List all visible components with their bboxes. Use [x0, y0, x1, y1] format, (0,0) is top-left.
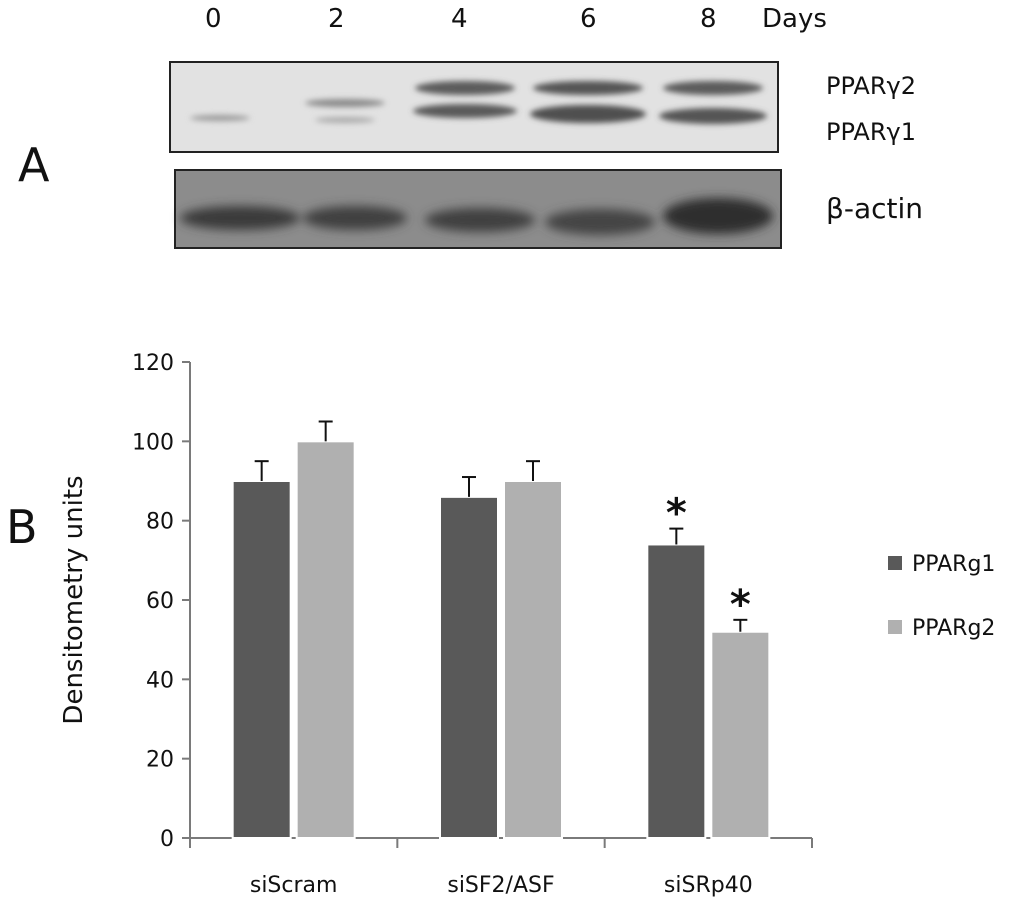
band-label-ppar-g2: PPARγ2	[826, 72, 916, 100]
panel-b-letter: B	[6, 500, 38, 554]
bar-pparg2-2	[710, 630, 771, 839]
x-category-label: siSF2/ASF	[447, 873, 554, 898]
y-tick-label: 40	[146, 668, 174, 693]
legend-swatch-pparg2	[888, 620, 902, 634]
band-actin-day6	[545, 209, 655, 235]
band-actin-day4	[425, 208, 535, 232]
bar-pparg2-0	[295, 440, 356, 839]
y-tick-label: 120	[132, 351, 174, 376]
x-category-label: siScram	[250, 873, 338, 898]
band-ppar-g1-day0	[190, 115, 250, 121]
legend-swatch-pparg1	[888, 556, 902, 570]
band-ppar-g1-day8	[659, 108, 767, 124]
day-label-8: 8	[700, 4, 717, 34]
significance-marker: *	[730, 582, 751, 628]
band-ppar-g1-day6	[530, 105, 646, 123]
days-label: Days	[762, 4, 827, 34]
legend-label-pparg1: PPARg1	[912, 552, 995, 577]
band-ppar-g2-day8	[663, 81, 763, 95]
x-category-label: siSRp40	[664, 873, 753, 898]
band-ppar-g2-day4	[415, 81, 515, 95]
band-ppar-g2-day6	[533, 81, 643, 95]
day-label-0: 0	[205, 4, 222, 34]
bar-pparg2-1	[503, 480, 563, 839]
band-ppar-g2-day2	[305, 99, 385, 107]
band-label-ppar-g1: PPARγ1	[826, 118, 916, 146]
legend-label-pparg2: PPARg2	[912, 616, 995, 641]
actin-blot	[174, 169, 782, 249]
bar-pparg1-1	[439, 495, 499, 839]
y-tick-label: 100	[132, 430, 174, 455]
y-tick-label: 60	[146, 589, 174, 614]
bar-pparg1-0	[231, 480, 292, 839]
panel-a-letter: A	[18, 138, 50, 192]
band-actin-day0	[180, 206, 300, 230]
day-label-4: 4	[451, 4, 468, 34]
y-tick-label: 80	[146, 510, 174, 535]
ppar-blot	[169, 61, 779, 153]
significance-marker: *	[666, 491, 687, 537]
y-tick-label: 20	[146, 748, 174, 773]
band-actin-day2	[303, 206, 407, 230]
day-label-2: 2	[328, 4, 345, 34]
day-label-6: 6	[580, 4, 597, 34]
band-ppar-g1-day4	[413, 104, 517, 118]
y-axis-title: Densitometry units	[59, 475, 89, 724]
bar-chart: Densitometry units 0 20 40 60 80 100 120 siScr…	[59, 351, 995, 898]
band-ppar-g1-day2	[315, 117, 375, 123]
band-actin-day8	[663, 198, 773, 234]
bar-pparg1-2	[646, 543, 707, 839]
y-tick-label: 0	[160, 827, 174, 852]
band-label-actin: β-actin	[826, 192, 924, 225]
